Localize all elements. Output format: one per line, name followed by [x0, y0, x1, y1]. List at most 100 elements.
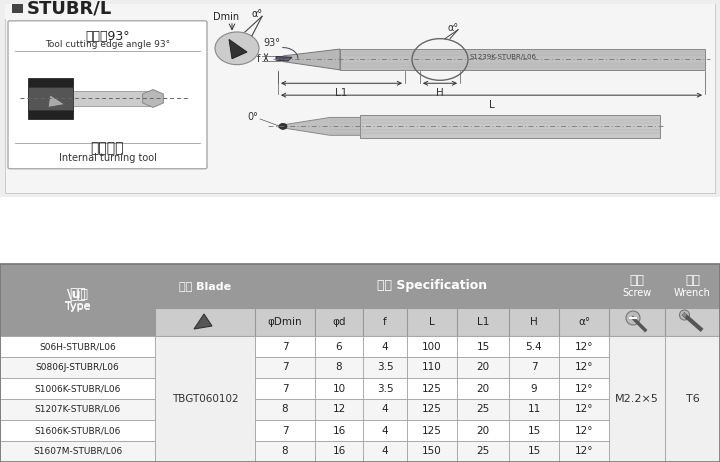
Text: Dmin: Dmin [213, 12, 239, 22]
Bar [255, 264, 609, 308]
Bar [363, 378, 407, 399]
Text: STUBR/L: STUBR/L [27, 0, 112, 18]
Text: 6: 6 [336, 341, 342, 352]
Text: Wrench: Wrench [674, 288, 711, 298]
Text: \u号: \u号 [67, 287, 88, 300]
Text: TBGT060102: TBGT060102 [171, 394, 238, 404]
Bar [609, 308, 665, 336]
Bar [255, 336, 315, 357]
Polygon shape [276, 56, 292, 61]
Text: 125: 125 [422, 405, 442, 414]
Bar [0, 399, 155, 420]
Text: 125: 125 [422, 426, 442, 436]
Bar [665, 264, 720, 308]
Bar [363, 336, 407, 357]
Text: 内孔车刀: 内孔车刀 [91, 142, 125, 156]
Bar [155, 308, 255, 336]
Text: 3.5: 3.5 [377, 363, 393, 372]
Bar [315, 336, 363, 357]
Text: 16: 16 [333, 446, 346, 456]
Bar [559, 420, 609, 441]
Bar [28, 78, 73, 119]
Circle shape [626, 311, 640, 325]
Text: 12°: 12° [575, 405, 593, 414]
Text: φDmin: φDmin [268, 317, 302, 327]
Bar [255, 420, 315, 441]
Bar [457, 378, 509, 399]
Bar [407, 420, 457, 441]
Text: S1606K-STUBR/L06: S1606K-STUBR/L06 [35, 426, 121, 435]
Bar [255, 441, 315, 462]
Bar [363, 357, 407, 378]
Bar [407, 357, 457, 378]
Bar [457, 441, 509, 462]
Bar [609, 336, 665, 462]
Text: φd: φd [332, 317, 346, 327]
Bar [363, 420, 407, 441]
Polygon shape [278, 49, 340, 70]
Text: 规格 Specification: 规格 Specification [377, 280, 487, 292]
Text: 型号: 型号 [69, 287, 86, 301]
Text: Type: Type [65, 301, 90, 311]
Bar [0, 357, 155, 378]
Bar [457, 399, 509, 420]
Text: 10: 10 [333, 383, 346, 394]
Text: L1: L1 [477, 317, 489, 327]
Text: 25: 25 [477, 446, 490, 456]
Text: S06H-STUBR/L06: S06H-STUBR/L06 [39, 342, 116, 351]
Bar [255, 357, 315, 378]
Text: 3.5: 3.5 [377, 383, 393, 394]
Text: L: L [429, 317, 435, 327]
Text: Screw: Screw [622, 288, 652, 298]
Bar [509, 420, 559, 441]
Text: 7: 7 [282, 383, 288, 394]
Bar [559, 441, 609, 462]
Bar [509, 357, 559, 378]
Bar [363, 399, 407, 420]
Bar [360, 115, 660, 138]
Bar [509, 308, 559, 336]
Polygon shape [48, 95, 65, 108]
Bar [315, 399, 363, 420]
Bar [255, 378, 315, 399]
Text: 9: 9 [531, 383, 537, 394]
Bar [407, 441, 457, 462]
Text: 4: 4 [382, 405, 388, 414]
Circle shape [683, 313, 686, 317]
Text: 螺丝: 螺丝 [629, 274, 644, 286]
Text: 8: 8 [282, 405, 288, 414]
Bar [255, 308, 315, 336]
Text: 20: 20 [477, 383, 490, 394]
Text: 20: 20 [477, 363, 490, 372]
Text: 12°: 12° [575, 363, 593, 372]
Bar [509, 378, 559, 399]
Text: 12: 12 [333, 405, 346, 414]
Bar [255, 399, 315, 420]
Polygon shape [143, 90, 163, 108]
FancyBboxPatch shape [8, 21, 207, 169]
Bar [407, 336, 457, 357]
Text: S0806J-STUBR/L06: S0806J-STUBR/L06 [35, 363, 120, 372]
Text: 4: 4 [382, 446, 388, 456]
Text: α°: α° [448, 23, 459, 33]
Text: S1239K-STUBR/L06: S1239K-STUBR/L06 [470, 54, 537, 60]
Bar [363, 308, 407, 336]
Bar [559, 336, 609, 357]
Bar [12, 5, 23, 12]
Text: 扬手: 扬手 [685, 274, 700, 286]
Bar [509, 336, 559, 357]
Bar [73, 91, 153, 106]
Text: S1607M-STUBR/L06: S1607M-STUBR/L06 [33, 447, 122, 456]
Bar [0, 264, 720, 462]
Text: 15: 15 [527, 426, 541, 436]
Text: 150: 150 [422, 446, 442, 456]
Circle shape [215, 32, 259, 65]
Text: 12°: 12° [575, 383, 593, 394]
Bar [363, 441, 407, 462]
Bar [665, 336, 720, 462]
Text: L1: L1 [336, 88, 348, 98]
Bar [509, 441, 559, 462]
Bar [457, 420, 509, 441]
Text: 7: 7 [282, 363, 288, 372]
Text: S1207K-STUBR/L06: S1207K-STUBR/L06 [35, 405, 121, 414]
